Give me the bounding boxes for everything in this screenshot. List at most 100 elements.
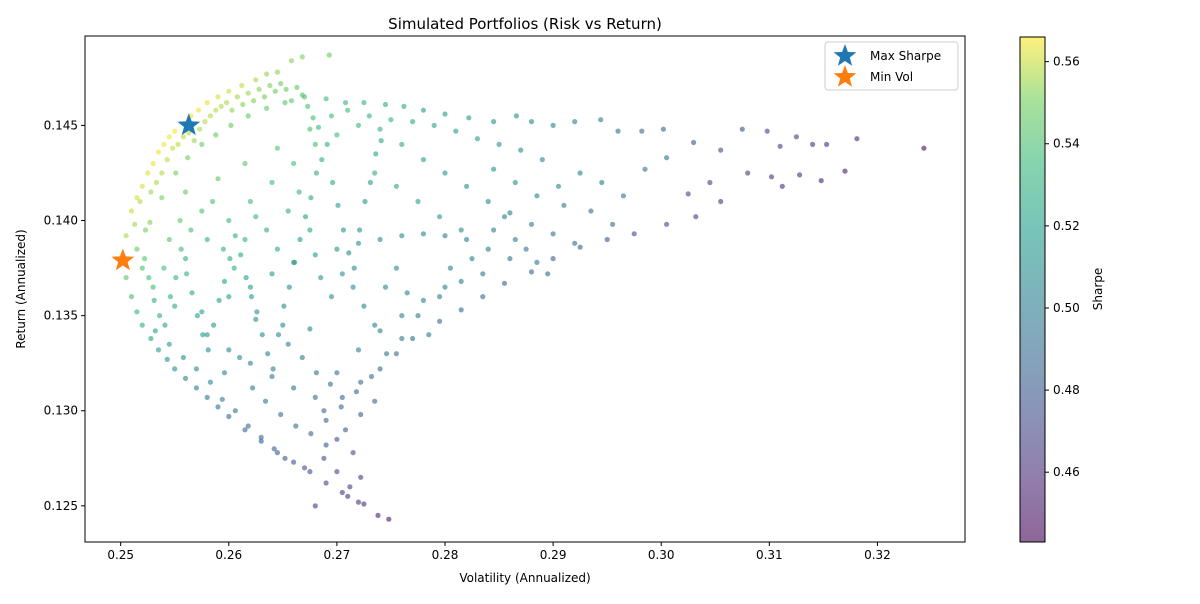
data-point bbox=[280, 322, 286, 328]
data-point bbox=[350, 284, 356, 290]
data-point bbox=[372, 170, 378, 176]
data-point bbox=[355, 499, 362, 505]
data-point bbox=[202, 119, 208, 125]
data-point bbox=[854, 136, 860, 142]
data-point bbox=[355, 240, 362, 246]
data-point bbox=[512, 179, 518, 186]
data-point bbox=[312, 503, 318, 509]
data-point bbox=[199, 208, 205, 214]
data-point bbox=[211, 322, 217, 328]
data-point bbox=[513, 113, 520, 119]
data-point bbox=[631, 231, 637, 237]
data-point bbox=[243, 275, 249, 281]
data-point bbox=[205, 347, 211, 353]
data-point bbox=[437, 214, 443, 220]
data-point bbox=[528, 269, 535, 275]
data-point bbox=[234, 94, 240, 100]
data-point bbox=[321, 455, 327, 461]
data-point bbox=[242, 427, 248, 433]
data-point bbox=[718, 147, 724, 153]
data-point bbox=[664, 155, 670, 161]
data-point bbox=[270, 366, 276, 372]
data-point bbox=[132, 221, 138, 227]
data-point bbox=[197, 126, 203, 132]
data-point bbox=[157, 313, 163, 319]
highlights-layer bbox=[111, 113, 201, 271]
data-point bbox=[305, 103, 311, 109]
data-point bbox=[496, 141, 502, 147]
data-point bbox=[410, 119, 416, 125]
data-point bbox=[453, 128, 459, 134]
data-point bbox=[250, 385, 256, 391]
data-point bbox=[598, 117, 604, 123]
data-point bbox=[347, 484, 353, 490]
data-point bbox=[351, 265, 357, 271]
data-point bbox=[539, 157, 545, 163]
data-point bbox=[410, 335, 416, 342]
data-point bbox=[420, 297, 426, 303]
data-point bbox=[294, 84, 300, 90]
data-point bbox=[248, 294, 255, 300]
data-point bbox=[147, 219, 153, 225]
data-point bbox=[561, 202, 567, 208]
data-point bbox=[308, 431, 314, 437]
data-point bbox=[151, 297, 157, 303]
data-point bbox=[358, 411, 364, 418]
data-point bbox=[155, 149, 162, 155]
data-point bbox=[442, 284, 448, 290]
data-point bbox=[361, 501, 367, 507]
data-point bbox=[292, 259, 298, 265]
data-point bbox=[528, 221, 535, 227]
data-point bbox=[534, 193, 540, 199]
chart-title: Simulated Portfolios (Risk vs Return) bbox=[388, 15, 662, 33]
data-point bbox=[231, 265, 237, 271]
y-axis-ticks: 0.125 0.130 0.135 0.140 0.145 bbox=[44, 118, 85, 513]
data-point bbox=[159, 195, 165, 201]
data-point bbox=[507, 210, 513, 216]
data-point bbox=[355, 347, 362, 353]
data-point bbox=[399, 141, 405, 147]
data-point bbox=[345, 493, 351, 499]
data-point bbox=[642, 166, 648, 172]
data-point bbox=[323, 480, 329, 486]
data-point bbox=[777, 143, 783, 149]
data-point bbox=[155, 347, 162, 353]
data-point bbox=[265, 351, 271, 357]
data-point bbox=[224, 100, 230, 106]
data-point bbox=[259, 332, 265, 338]
y-tick-label: 0.145 bbox=[44, 118, 78, 132]
data-point bbox=[491, 119, 497, 125]
data-point bbox=[420, 231, 426, 237]
data-point bbox=[393, 265, 399, 271]
data-point bbox=[164, 356, 170, 362]
data-point bbox=[226, 413, 232, 420]
data-point bbox=[296, 189, 302, 195]
data-point bbox=[299, 354, 305, 361]
data-point bbox=[399, 313, 405, 319]
colorbar-frame bbox=[1019, 36, 1046, 543]
data-point bbox=[420, 107, 426, 113]
data-point bbox=[161, 141, 167, 147]
data-point bbox=[469, 256, 475, 262]
data-point bbox=[818, 178, 824, 184]
data-point bbox=[386, 516, 392, 522]
data-point bbox=[269, 179, 275, 186]
data-point bbox=[148, 335, 154, 342]
data-point bbox=[415, 198, 421, 205]
data-point bbox=[442, 170, 448, 176]
data-point bbox=[204, 236, 210, 243]
data-point bbox=[523, 246, 529, 252]
data-point bbox=[178, 246, 184, 252]
data-point bbox=[340, 227, 346, 233]
colorbar-tick-label: 0.52 bbox=[1053, 219, 1080, 233]
data-point bbox=[358, 474, 364, 480]
data-point bbox=[328, 113, 335, 119]
data-point bbox=[779, 183, 785, 189]
data-point bbox=[718, 198, 724, 205]
colorbar-label: Sharpe bbox=[1091, 268, 1105, 311]
x-tick-label: 0.25 bbox=[107, 548, 134, 562]
data-point bbox=[431, 122, 437, 128]
data-point bbox=[491, 227, 497, 233]
data-point bbox=[184, 271, 190, 277]
data-point bbox=[474, 136, 480, 142]
